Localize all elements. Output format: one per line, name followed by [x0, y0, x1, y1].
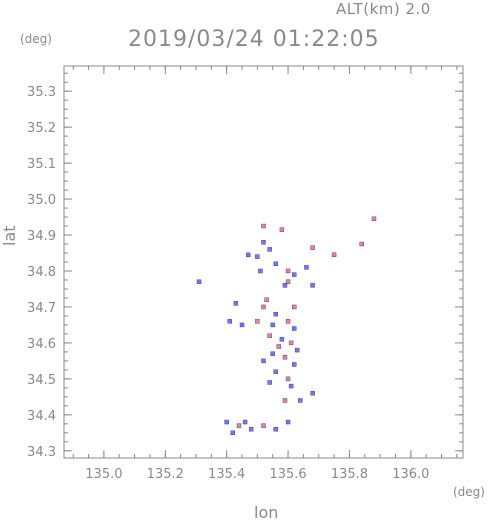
- x-axis-label: lon: [254, 503, 279, 522]
- y-tick-label: 34.6: [27, 337, 56, 352]
- data-point: [285, 419, 291, 425]
- data-point: [291, 272, 297, 277]
- plot-frame: [63, 65, 464, 459]
- data-point: [295, 347, 300, 353]
- y-tick-label: 35.2: [27, 121, 56, 136]
- data-point: [285, 376, 291, 382]
- data-point: [227, 319, 232, 324]
- data-point: [255, 254, 260, 259]
- y-tick-label: 34.9: [27, 229, 56, 244]
- data-point: [310, 283, 315, 288]
- data-point: [291, 326, 297, 331]
- y-tick-label: 35.0: [27, 193, 56, 208]
- data-point: [285, 268, 291, 274]
- y-tick-label: 34.7: [27, 301, 56, 316]
- data-point: [224, 419, 229, 425]
- data-point: [304, 265, 309, 270]
- y-tick-label: 34.4: [27, 409, 56, 424]
- data-point: [196, 279, 202, 284]
- data-point: [230, 430, 236, 436]
- data-point: [310, 245, 315, 250]
- data-point: [261, 304, 266, 310]
- x-tick-label: 136.0: [392, 467, 429, 482]
- y-tick-label: 34.8: [27, 265, 56, 280]
- data-point: [273, 261, 278, 266]
- x-tick-label: 135.2: [147, 467, 184, 482]
- x-tick-label: 135.0: [85, 467, 122, 482]
- data-point: [276, 344, 282, 349]
- x-tick-label: 135.4: [208, 467, 245, 482]
- y-axis-unit: (deg): [20, 32, 52, 46]
- data-point: [279, 337, 285, 342]
- data-point: [273, 369, 278, 374]
- data-point: [282, 398, 288, 403]
- data-point: [245, 252, 251, 258]
- data-point: [261, 423, 266, 428]
- data-point: [258, 268, 263, 274]
- y-tick-label: 35.1: [27, 157, 56, 172]
- data-point: [255, 319, 260, 324]
- data-point: [249, 427, 254, 432]
- data-point: [291, 362, 297, 367]
- x-tick-label: 135.6: [269, 467, 306, 482]
- data-point: [291, 304, 297, 310]
- data-point: [273, 427, 278, 432]
- data-point: [285, 319, 291, 324]
- x-axis-unit: (deg): [453, 485, 485, 499]
- data-point: [310, 391, 315, 396]
- data-point: [282, 355, 288, 360]
- altitude-label: ALT(km) 2.0: [336, 0, 431, 18]
- data-point: [242, 419, 248, 425]
- data-point: [261, 223, 266, 229]
- data-point: [236, 423, 242, 428]
- data-point: [273, 311, 278, 317]
- data-point: [261, 358, 266, 364]
- data-point: [298, 398, 303, 403]
- data-point: [331, 252, 337, 258]
- data-point: [239, 322, 245, 328]
- data-point: [285, 279, 291, 284]
- timestamp-title: 2019/03/24 01:22:05: [128, 27, 380, 52]
- y-tick-label: 34.3: [27, 445, 56, 460]
- x-tick-label: 135.8: [331, 467, 368, 482]
- data-point: [233, 301, 239, 306]
- data-point: [261, 240, 266, 245]
- data-point: [279, 227, 285, 232]
- data-point: [359, 241, 364, 247]
- data-point: [282, 283, 288, 288]
- y-tick-label: 35.3: [27, 85, 56, 100]
- data-point: [264, 297, 269, 302]
- data-point: [267, 247, 272, 252]
- y-tick-label: 34.5: [27, 373, 56, 388]
- data-point: [267, 333, 272, 338]
- data-point: [288, 340, 294, 346]
- data-point: [270, 351, 275, 356]
- data-point: [267, 380, 272, 385]
- data-point: [270, 322, 275, 328]
- data-point: [288, 383, 294, 389]
- data-point: [371, 216, 377, 222]
